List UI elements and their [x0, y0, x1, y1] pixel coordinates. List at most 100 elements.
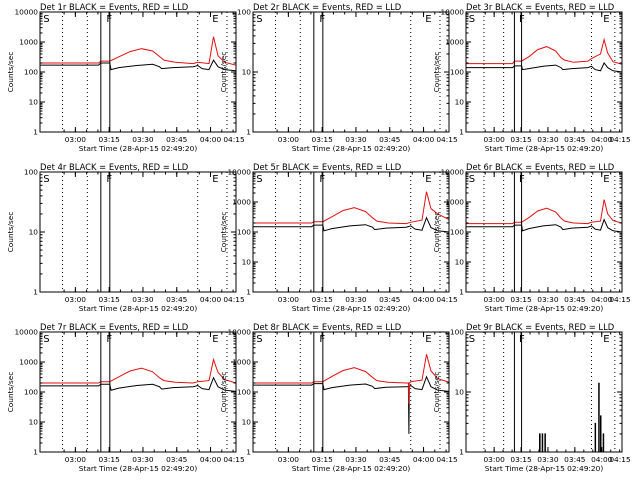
panel-9-xtick-label: 04:00	[591, 455, 613, 464]
panel-6-xtick-label: 03:15	[510, 295, 532, 304]
panel-2-xtick-label: 04:00	[413, 135, 435, 144]
panel-9-xtick-label: 03:00	[483, 455, 505, 464]
panel-4-marker-f: F	[106, 174, 112, 185]
panel-7-title: Det 7r BLACK = Events, RED = LLD	[40, 322, 188, 332]
panel-8-xtick-label: 03:15	[312, 455, 334, 464]
panel-2-xtick-label: 03:45	[379, 135, 401, 144]
panel-1-ytick-label: 10000	[14, 8, 38, 17]
panel-3-xtick-label: 03:00	[483, 135, 505, 144]
panel-1-ylabel: Counts/sec	[6, 52, 15, 93]
panel-3-ytick-label: 1000	[445, 38, 464, 47]
panel-8-xtick-label: 04:15	[436, 455, 458, 464]
panel-7-marker-s: S	[43, 334, 49, 345]
panel-7-xtick-label: 03:15	[99, 455, 121, 464]
panel-3-xtick-label: 03:15	[510, 135, 532, 144]
panel-5-xtick-label: 03:30	[345, 295, 367, 304]
panel-9-xtick-label: 03:15	[510, 455, 532, 464]
panel-6-ytick-label: 1	[459, 288, 464, 297]
panel-4-ytick-label: 1	[33, 288, 38, 297]
panel-4-title: Det 4r BLACK = Events, RED = LLD	[40, 162, 188, 172]
panel-3-marker-e: E	[603, 14, 609, 25]
panel-3-marker-f: F	[519, 14, 525, 25]
panel-8-marker-e: E	[425, 334, 431, 345]
panel-4-marker-e: E	[212, 174, 218, 185]
panel-8-ytick-label: 1	[246, 448, 251, 457]
panel-8-ytick-label: 10	[242, 418, 252, 427]
panel-7-ytick-label: 10	[29, 418, 39, 427]
panel-1-series-lld	[40, 36, 236, 66]
panel-1-xlabel: Start Time (28-Apr-15 02:49:20)	[79, 144, 198, 153]
panel-7-ytick-label: 1000	[19, 358, 38, 367]
panel-9-xtick-label: 04:15	[609, 455, 631, 464]
panel-6-xtick-label: 03:45	[564, 295, 586, 304]
panel-9-ylabel: Counts/sec	[432, 372, 441, 413]
panel-9-ytick-label: 1	[459, 448, 464, 457]
panel-2-ylabel: Counts/sec	[219, 52, 228, 93]
panel-3-title: Det 3r BLACK = Events, RED = LLD	[466, 2, 614, 12]
panel-2-marker-f: F	[319, 14, 325, 25]
panel-5-marker-e: E	[425, 174, 431, 185]
panel-8: Det 8r BLACK = Events, RED = LLD S F E 1 10 10…	[219, 322, 458, 473]
panel-5-xlabel: Start Time (28-Apr-15 02:49:20)	[292, 304, 411, 313]
panel-1-ytick-label: 1	[33, 128, 38, 137]
panel-8-series-events	[253, 375, 449, 434]
panel-3-ytick-label: 100	[450, 68, 464, 77]
panel-7-xtick-label: 03:00	[65, 455, 87, 464]
panel-2-xtick-label: 03:30	[345, 135, 367, 144]
panel-1-xtick-label: 03:45	[166, 135, 188, 144]
panel-5-title: Det 5r BLACK = Events, RED = LLD	[253, 162, 401, 172]
panel-1: Det 1r BLACK = Events, RED = LLD S F E 1 10 10…	[6, 2, 245, 153]
panel-5-ytick-label: 10	[242, 258, 252, 267]
panel-1-xtick-label: 03:00	[65, 135, 87, 144]
panel-8-xtick-label: 03:45	[379, 455, 401, 464]
panel-1-xtick-label: 04:00	[200, 135, 222, 144]
panel-9-marker-s: S	[469, 334, 475, 345]
panel-6-xtick-label: 04:15	[609, 295, 631, 304]
panel-2-xtick-label: 04:15	[436, 135, 458, 144]
panel-1-ytick-label: 1000	[19, 38, 38, 47]
panel-5-ylabel: Counts/sec	[219, 212, 228, 253]
panel-8-title: Det 8r BLACK = Events, RED = LLD	[253, 322, 401, 332]
panel-2-ytick-label: 10	[242, 68, 252, 77]
panel-7-marker-e: E	[212, 334, 218, 345]
panel-6-ytick-label: 1000	[445, 198, 464, 207]
panel-1-marker-f: F	[106, 14, 112, 25]
panel-7-xtick-label: 03:30	[132, 455, 154, 464]
panel-9-marker-e: E	[603, 334, 609, 345]
panel-2-ytick-label: 1	[246, 128, 251, 137]
panel-7-ylabel: Counts/sec	[6, 372, 15, 413]
panel-1-title: Det 1r BLACK = Events, RED = LLD	[40, 2, 188, 12]
panel-4-ylabel: Counts/sec	[6, 212, 15, 253]
panel-5-ytick-label: 100	[237, 228, 251, 237]
panel-4-marker-s: S	[43, 174, 49, 185]
panel-8-marker-f: F	[319, 334, 325, 345]
panel-5-xtick-label: 04:15	[436, 295, 458, 304]
panel-2-xlabel: Start Time (28-Apr-15 02:49:20)	[292, 144, 411, 153]
panel-5: Det 5r BLACK = Events, RED = LLD S F E 1 10 10…	[219, 162, 458, 313]
panel-1-xtick-label: 04:15	[223, 135, 245, 144]
panel-5-xtick-label: 03:00	[278, 295, 300, 304]
panel-9-title: Det 9r BLACK = Events, RED = LLD	[466, 322, 614, 332]
panel-8-xtick-label: 04:00	[413, 455, 435, 464]
panel-8-marker-s: S	[256, 334, 262, 345]
panel-6: Det 6r BLACK = Events, RED = LLD S F E 1 10 10…	[432, 162, 631, 313]
panel-8-ytick-label: 100	[237, 388, 251, 397]
panel-7: Det 7r BLACK = Events, RED = LLD S F E 1 10 10…	[6, 322, 245, 473]
panel-9-marker-f: F	[519, 334, 525, 345]
panel-2-marker-s: S	[256, 14, 262, 25]
panel-7-ytick-label: 1	[33, 448, 38, 457]
panel-3-ylabel: Counts/sec	[432, 52, 441, 93]
panel-8-xtick-label: 03:00	[278, 455, 300, 464]
panel-6-ytick-label: 100	[450, 228, 464, 237]
panel-7-xlabel: Start Time (28-Apr-15 02:49:20)	[79, 464, 198, 473]
panel-3-xlabel: Start Time (28-Apr-15 02:49:20)	[485, 144, 604, 153]
panel-6-series-lld	[466, 199, 622, 225]
panel-2: Det 2r BLACK = Events, RED = LLD S F E 1 10 10…	[219, 2, 458, 153]
panel-4-xtick-label: 03:30	[132, 295, 154, 304]
panel-4-xtick-label: 03:45	[166, 295, 188, 304]
panel-3-xtick-label: 03:45	[564, 135, 586, 144]
panel-9-xtick-label: 03:30	[537, 455, 559, 464]
panel-6-title: Det 6r BLACK = Events, RED = LLD	[466, 162, 614, 172]
panel-2-title: Det 2r BLACK = Events, RED = LLD	[253, 2, 401, 12]
panel-8-ytick-label: 10000	[227, 328, 251, 337]
